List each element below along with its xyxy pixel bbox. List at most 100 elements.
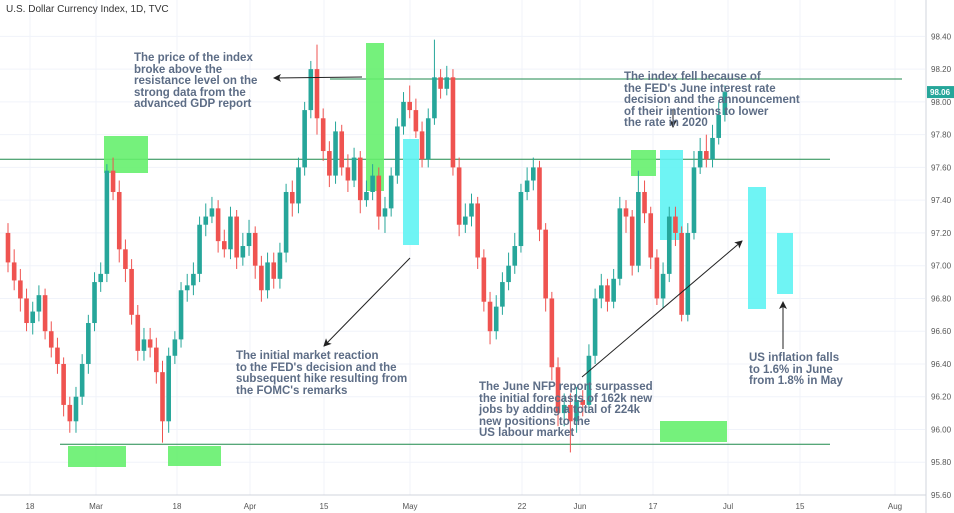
candle-body [425, 118, 431, 160]
candle-down [407, 85, 412, 119]
annotation-line: advanced GDP report [134, 98, 252, 110]
candle-down [339, 124, 345, 176]
price-tick-label: 97.60 [931, 163, 952, 172]
candle-body [5, 232, 11, 263]
candle-down [135, 305, 141, 361]
time-tick-label: Jul [723, 502, 733, 511]
candle-body [704, 151, 709, 160]
candle-body [283, 191, 289, 253]
candle-body [395, 126, 400, 176]
candle-down [438, 69, 443, 99]
candle-body [116, 191, 122, 250]
highlight-boxes [68, 43, 793, 467]
price-tick-label: 96.80 [931, 294, 952, 303]
candle-body [648, 213, 654, 258]
annotation-line: broke above the [134, 63, 223, 76]
candle-body [388, 175, 394, 209]
price-tick-label: 96.00 [931, 425, 952, 434]
candle-body [166, 355, 171, 422]
annotation-line: The price of the index [134, 52, 253, 64]
candle-body [685, 232, 691, 315]
candle-body [259, 265, 264, 291]
cyan-highlight-box [777, 233, 793, 294]
candle-down [222, 229, 227, 258]
candle-body [580, 400, 586, 405]
candle-up [178, 282, 184, 348]
candle-body [364, 191, 369, 201]
candle-up [79, 354, 85, 405]
candle-up [92, 272, 97, 332]
candle-body [48, 331, 54, 348]
candle-body [320, 118, 326, 152]
annotation-line: to the FED's decision and the [236, 361, 397, 374]
candle-body [61, 363, 66, 405]
candle-body [209, 208, 215, 217]
candle-body [11, 262, 17, 281]
candle-body [407, 101, 412, 111]
candle-body [36, 295, 42, 312]
candle-down [450, 69, 456, 176]
annotation-line: jobs by adding a total of 224k [479, 404, 641, 416]
candle-down [376, 167, 382, 230]
candle-body [679, 232, 684, 315]
candle-body [92, 282, 97, 324]
price-axis[interactable]: 98.40 98.20 98.00 97.80 97.60 97.40 97.20 97.00… [925, 0, 954, 513]
time-axis[interactable]: 18 Mar 18 Apr 15 May 22 Jun 17 Jul 15 Aug [0, 494, 926, 511]
candle-up [531, 157, 536, 191]
candle-up [382, 196, 388, 233]
candle-down [481, 249, 487, 312]
annotation-fed-june: The index fell because of the FED's June… [624, 71, 800, 130]
candle-body [463, 216, 468, 225]
candle-body [722, 92, 728, 115]
candle-body [228, 216, 233, 250]
last-price-label: 98.06 [930, 88, 951, 97]
candle-up [500, 272, 505, 315]
time-tick-label: 15 [320, 502, 329, 511]
candle-down [629, 210, 635, 276]
candle-down [61, 357, 66, 417]
candle-down [419, 121, 425, 168]
candle-up [432, 39, 437, 125]
time-tick-label: Aug [888, 502, 902, 511]
candle-down [673, 206, 678, 247]
candle-down [580, 390, 586, 417]
green-highlight-box [631, 150, 656, 176]
candle-down [475, 196, 480, 269]
candle-up [493, 295, 499, 340]
annotation-line: US inflation falls [749, 352, 840, 364]
annotation-line: to 1.6% in June [749, 363, 833, 376]
candle-down [623, 200, 629, 233]
candle-down [456, 157, 462, 237]
green-highlight-box [68, 446, 126, 467]
candle-up [370, 164, 375, 201]
candle-body [691, 167, 697, 233]
candle-down [67, 396, 73, 433]
candle-up [197, 216, 202, 283]
candle-body [289, 191, 295, 204]
annotation-fed-reaction: The initial market reaction to the FED's… [236, 350, 407, 397]
annotation-line: new positions to the [479, 415, 591, 428]
candle-body [160, 372, 165, 422]
candle-body [357, 157, 363, 201]
candle-down [487, 291, 493, 345]
candle-body [191, 273, 196, 286]
candle-body [444, 77, 450, 89]
annotation-line: the FED's June interest rate [624, 82, 776, 95]
annotation-line: the initial forecasts of 162k new [479, 392, 653, 405]
candle-body [141, 339, 147, 351]
candle-up [246, 219, 252, 256]
candle-up [592, 288, 598, 364]
candle-body [654, 257, 660, 299]
candle-body [184, 285, 190, 291]
green-highlight-box [104, 136, 148, 173]
candle-body [110, 170, 116, 192]
candle-body [716, 115, 721, 138]
candle-down [648, 206, 654, 269]
annotation-gdp: The price of the index broke above the r… [134, 52, 257, 111]
candle-up [691, 151, 697, 240]
candle-body [246, 232, 252, 247]
candle-body [413, 110, 419, 132]
candle-up [518, 183, 524, 253]
candle-up [469, 193, 474, 227]
